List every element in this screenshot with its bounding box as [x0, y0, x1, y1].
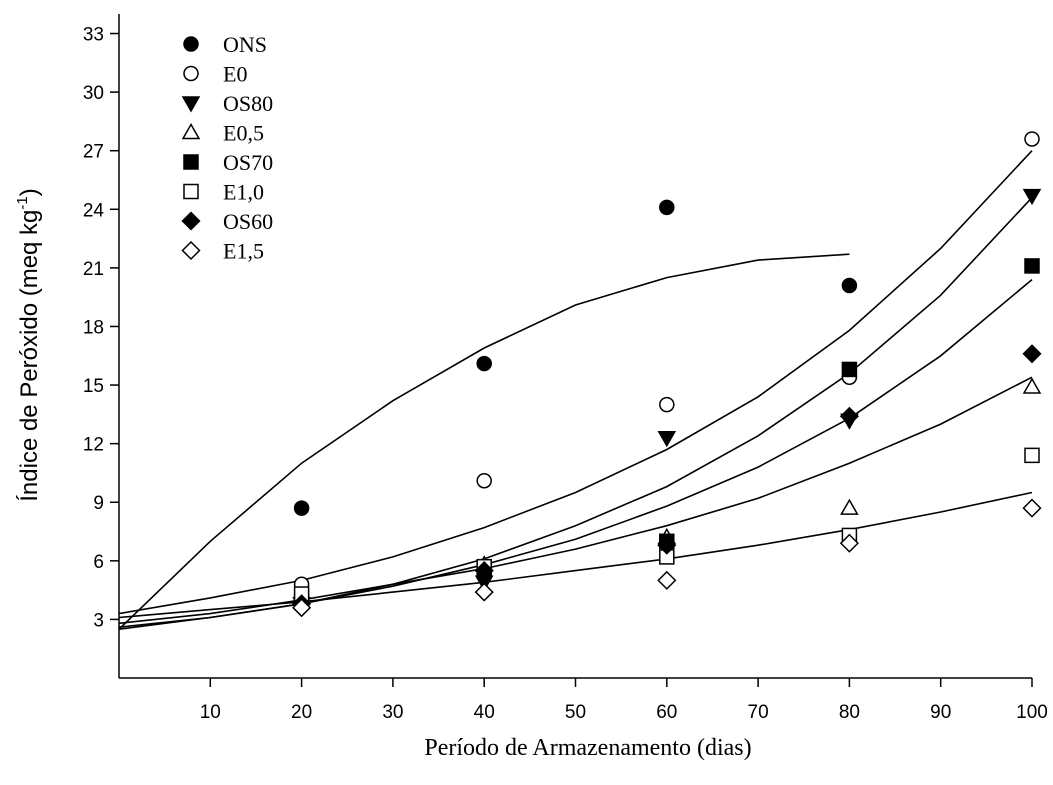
data-point-ons [841, 277, 858, 294]
data-point-os70 [1024, 258, 1040, 274]
fit-curve [118, 278, 1033, 630]
y-tick-label: 24 [83, 200, 105, 221]
y-tick-label: 33 [83, 25, 104, 46]
fit-curve [118, 150, 1033, 615]
data-point-e0-5 [1022, 377, 1042, 394]
data-point-ons [293, 500, 310, 516]
data-point-e1-5 [839, 533, 859, 553]
x-tick-label: 70 [748, 702, 769, 723]
y-axis-title: Índice de Peróxido (meq kg-1) [14, 188, 43, 502]
y-tick-label: 27 [83, 142, 104, 163]
y-tick-label: 18 [83, 317, 104, 338]
data-point-e0 [1024, 131, 1040, 147]
x-tick-label: 90 [930, 702, 951, 723]
x-tick-label: 20 [291, 702, 312, 723]
legend-marker [183, 65, 199, 82]
y-tick-label: 21 [83, 259, 104, 280]
data-point-os60 [1022, 344, 1042, 364]
legend-marker [183, 183, 199, 200]
y-tick-label: 30 [83, 83, 104, 104]
legend-label: E1,0 [223, 180, 264, 205]
legend-label: OS60 [223, 209, 273, 234]
y-tick-label: 12 [83, 435, 104, 456]
data-point-e1-5 [474, 582, 494, 602]
legend-marker [181, 122, 201, 140]
legend-label: OS80 [223, 91, 273, 116]
axes: 10 20 30 40 50 60 70 80 90 100 3 6 9 12 15 18 21 24 27 30 33 [83, 14, 1048, 723]
data-point-e0 [476, 473, 492, 489]
fit-curve [118, 376, 1033, 625]
legend-marker [183, 36, 199, 52]
y-tick-label: 15 [83, 376, 104, 397]
y-tick-label: 3 [93, 610, 104, 631]
legend-marker [181, 240, 201, 261]
legend-marker [181, 211, 201, 231]
data-point-os60 [474, 561, 494, 581]
x-tick-label: 50 [565, 702, 586, 723]
legend-marker [183, 154, 199, 170]
legend-label: E0,5 [223, 121, 264, 146]
data-point-os70 [841, 361, 858, 378]
fit-curve [118, 491, 1033, 619]
x-tick-label: 100 [1016, 702, 1048, 723]
fit-curve [118, 253, 850, 630]
y-tick-label: 9 [93, 493, 104, 514]
data-point-ons [659, 199, 675, 216]
y-axis-title-main: Índice de Peróxido (meq kg [16, 210, 43, 502]
data-point-e1-0 [1024, 447, 1040, 464]
legend-marker [181, 96, 201, 113]
y-axis-title-superscript: -1 [14, 196, 31, 209]
y-axis-title-close: ) [16, 188, 43, 196]
data-point-os80 [1022, 188, 1042, 206]
data-points [292, 131, 1042, 618]
x-tick-label: 30 [382, 702, 403, 723]
data-point-os80 [657, 431, 677, 448]
data-point-e0 [659, 396, 675, 413]
legend-label: E1,5 [223, 239, 264, 264]
data-point-e1-5 [292, 598, 312, 618]
x-tick-label: 80 [839, 702, 860, 723]
data-point-e0-5 [840, 498, 859, 515]
y-tick-label: 6 [93, 552, 104, 573]
x-tick-label: 60 [656, 702, 677, 723]
x-axis-title: Período de Armazenamento (dias) [424, 735, 751, 761]
data-point-os60 [839, 406, 859, 426]
legend: ONS E0 OS80 E0,5 OS70 E1,0 OS60 E1,5 [181, 32, 273, 264]
legend-label: E0 [223, 62, 247, 87]
data-point-e1-5 [657, 570, 677, 590]
data-point-e1-5 [1022, 498, 1042, 518]
x-tick-label: 10 [200, 702, 221, 723]
fit-curves [118, 150, 1033, 630]
legend-label: OS70 [223, 150, 273, 175]
data-point-ons [476, 355, 492, 372]
legend-label: ONS [223, 32, 267, 57]
data-point-os60 [657, 535, 677, 555]
x-tick-label: 40 [474, 702, 495, 723]
